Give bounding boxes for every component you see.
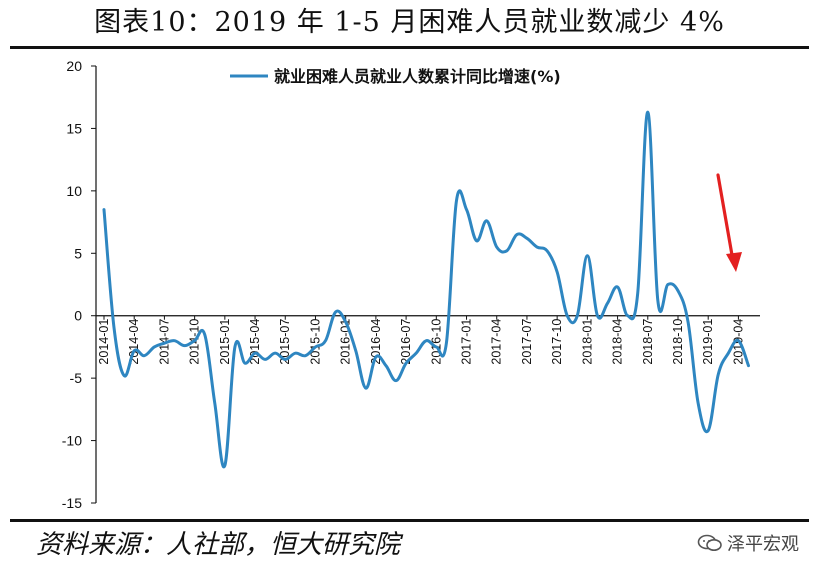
x-tick-label: 2018-10 <box>671 319 685 365</box>
x-tick-label: 2016-01 <box>339 319 353 365</box>
watermark: 泽平宏观 <box>697 530 799 556</box>
arrow-shaft <box>716 173 734 257</box>
wechat-icon <box>697 534 722 551</box>
chart-legend: 就业困难人员就业人数累计同比增速(%) <box>230 67 561 86</box>
chart-axes <box>91 65 760 504</box>
x-tick-label: 2015-07 <box>278 319 292 365</box>
x-tick-label: 2016-07 <box>399 319 413 365</box>
x-tick-label: 2015-01 <box>218 319 232 365</box>
footer-rule <box>10 519 809 522</box>
y-tick-labels: 20 15 10 5 0 -5 -10 -15 <box>62 58 82 511</box>
y-tick-label: 0 <box>74 308 82 324</box>
x-tick-label: 2015-10 <box>308 319 322 365</box>
x-tick-label: 2017-04 <box>490 319 504 365</box>
legend-label: 就业困难人员就业人数累计同比增速(%) <box>274 67 561 86</box>
page-title: 图表10：2019 年 1-5 月困难人员就业数减少 4% <box>94 7 725 38</box>
x-tick-label: 2014-04 <box>127 319 141 365</box>
y-tick-label: 20 <box>66 58 82 74</box>
x-tick-label: 2014-01 <box>97 319 111 365</box>
y-tick-label: -10 <box>62 433 82 449</box>
series-group <box>102 110 750 469</box>
x-tick-label: 2016-04 <box>369 319 383 365</box>
x-tick-label: 2018-07 <box>641 319 655 365</box>
x-tick-label: 2017-10 <box>550 319 564 365</box>
arrow-head <box>726 252 742 272</box>
x-tick-label: 2017-07 <box>520 319 534 365</box>
series-line <box>102 110 750 469</box>
y-tick-label: -15 <box>62 495 82 511</box>
x-tick-label: 2019-01 <box>701 319 715 365</box>
x-tick-label: 2017-01 <box>460 319 474 365</box>
y-tick-label: 10 <box>66 183 82 199</box>
y-tick-label: 15 <box>66 120 82 136</box>
title-rule <box>10 46 809 49</box>
watermark-text: 泽平宏观 <box>727 534 799 555</box>
x-tick-label: 2018-04 <box>611 319 625 365</box>
decline-arrow <box>716 173 742 272</box>
source-note: 资料来源：人社部，恒大研究院 <box>36 530 401 560</box>
y-tick-label: 5 <box>74 245 82 261</box>
x-tick-label: 2018-01 <box>580 319 594 365</box>
y-tick-label: -5 <box>70 370 83 386</box>
